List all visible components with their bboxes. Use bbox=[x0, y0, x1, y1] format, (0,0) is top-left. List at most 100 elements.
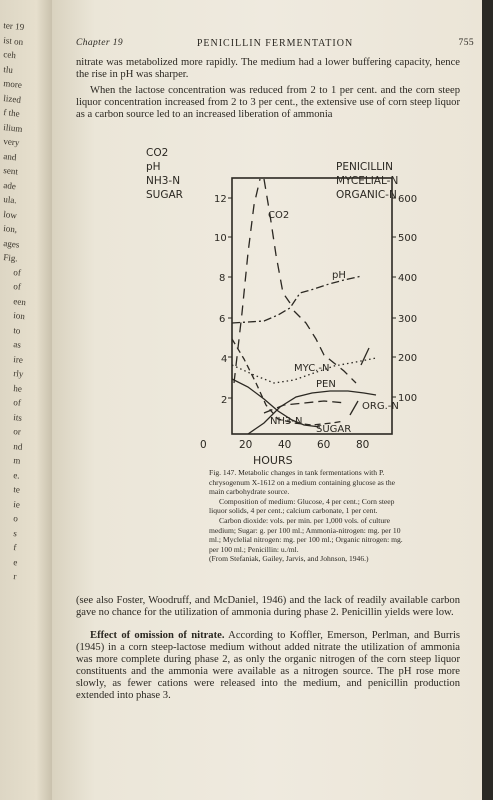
previous-page-fragment: een bbox=[12, 295, 27, 307]
previous-page-fragment: ceh bbox=[2, 49, 17, 61]
caption-composition: Composition of medium: Glucose, 4 per ce… bbox=[209, 496, 395, 516]
figure-caption: Fig. 147. Metabolic changes in tank ferm… bbox=[209, 468, 409, 564]
x-axis-ticks: 0 20 40 60 80 HOURS bbox=[200, 439, 369, 467]
right-axis-ticks: 600 500 400 300 200 100 bbox=[392, 194, 417, 404]
previous-page-fragment: o bbox=[12, 513, 19, 524]
previous-page-fragment: ion, bbox=[2, 223, 18, 235]
left-tick: 8 bbox=[219, 273, 225, 284]
pen-curve-label: PEN bbox=[316, 379, 336, 390]
paragraph-lactose: When the lactose concentration was reduc… bbox=[76, 85, 460, 120]
right-axis-legend: PENICILLIN MYCELIAL-N ORGANIC-N bbox=[336, 161, 398, 201]
caption-source: (From Stefaniak, Gailey, Jarvis, and Joh… bbox=[209, 554, 369, 564]
curve-labels: CO2 pH MYC.-N PEN ORG.-N NH3-N SUGAR bbox=[268, 210, 399, 435]
previous-page-fragment: to bbox=[12, 324, 21, 336]
paragraph-omission-of-nitrate: Effect of omission of nitrate. According… bbox=[76, 630, 460, 702]
previous-page-fragment: he bbox=[12, 382, 23, 394]
previous-page-fragment: s bbox=[12, 527, 18, 538]
previous-page-fragment: tlu bbox=[2, 63, 14, 75]
previous-page-fragment: f bbox=[12, 542, 17, 553]
previous-page-fragment: e bbox=[12, 556, 18, 567]
legend-ph: pH bbox=[146, 161, 161, 173]
previous-page-fragment: ter 19 bbox=[2, 20, 25, 33]
left-tick: 12 bbox=[214, 194, 227, 205]
running-header: Chapter 19 PENICILLIN FERMENTATION 755 bbox=[76, 38, 474, 52]
previous-page-fragment: of bbox=[12, 397, 22, 408]
mycelial-n-curve bbox=[231, 357, 377, 384]
legend-nh3: NH3-N bbox=[146, 175, 180, 187]
nh3-curve bbox=[231, 338, 345, 426]
previous-page-fragment: m bbox=[12, 455, 21, 466]
previous-page-fragment: nd bbox=[12, 440, 23, 452]
legend-organic-n: ORGANIC-N bbox=[336, 189, 397, 201]
previous-page-fragment: ion bbox=[12, 310, 26, 322]
x-tick: 20 bbox=[239, 439, 252, 451]
previous-page-fragment: lized bbox=[2, 92, 22, 105]
previous-page-fragment: ade bbox=[2, 179, 17, 191]
legend-sugar: SUGAR bbox=[146, 189, 183, 201]
previous-page-fragment: rly bbox=[12, 368, 24, 379]
section-heading: Effect of omission of nitrate. bbox=[90, 630, 225, 641]
right-tick: 600 bbox=[398, 194, 417, 205]
left-tick: 2 bbox=[221, 395, 227, 406]
caption-title: Fig. 147. Metabolic changes in tank ferm… bbox=[209, 468, 396, 497]
page-edge-shadow bbox=[482, 0, 493, 800]
sugar-curve bbox=[231, 378, 321, 428]
previous-page-fragment: its bbox=[12, 411, 23, 423]
right-tick: 100 bbox=[398, 393, 417, 404]
x-tick: 40 bbox=[278, 439, 291, 451]
co2-fall-curve bbox=[263, 178, 291, 304]
organic-n-dash bbox=[293, 310, 357, 384]
previous-page-fragment: Fig. bbox=[2, 252, 19, 264]
running-title: PENICILLIN FERMENTATION bbox=[196, 38, 354, 49]
legend-penicillin: PENICILLIN bbox=[336, 161, 393, 173]
page-number: 755 bbox=[458, 38, 474, 48]
previous-page-fragment: more bbox=[2, 78, 23, 90]
previous-page-fragment: r bbox=[12, 571, 17, 582]
previous-page-fragment: ist on bbox=[2, 34, 24, 47]
x-tick: 0 bbox=[200, 439, 207, 451]
previous-page-fragment: ilium bbox=[2, 121, 23, 134]
legend-co2: CO2 bbox=[146, 147, 168, 159]
book-page: Chapter 19 PENICILLIN FERMENTATION 755 n… bbox=[52, 0, 482, 800]
previous-page-fragment: ie bbox=[12, 498, 21, 510]
section-body: According to Koffler, Emerson, Perlman, … bbox=[76, 630, 461, 701]
previous-page-edge: ter 19 ist on ceh tlu more lized f the ilium ver… bbox=[0, 0, 52, 800]
chapter-label: Chapter 19 bbox=[76, 38, 124, 48]
x-tick: 80 bbox=[356, 439, 369, 451]
organic-n-lower-curve bbox=[263, 400, 347, 414]
x-tick: 60 bbox=[317, 439, 330, 451]
curves bbox=[231, 178, 377, 435]
previous-page-fragment: f the bbox=[2, 107, 21, 119]
previous-page-fragment: ire bbox=[12, 353, 24, 365]
org-curve-label: ORG.-N bbox=[362, 401, 399, 412]
left-tick: 6 bbox=[219, 314, 225, 325]
previous-page-fragment: low bbox=[2, 208, 18, 220]
right-tick: 300 bbox=[398, 314, 417, 325]
co2-curve-label: CO2 bbox=[268, 210, 289, 221]
previous-page-fragment: of bbox=[12, 266, 22, 278]
left-axis-ticks: 12 10 8 6 4 2 bbox=[214, 194, 232, 406]
caption-units: Carbon dioxide: vols. per min. per 1,000… bbox=[209, 515, 403, 554]
co2-rise-curve bbox=[233, 178, 261, 384]
penicillin-curve bbox=[247, 390, 377, 435]
right-tick: 500 bbox=[398, 233, 417, 244]
previous-page-fragment: very bbox=[2, 136, 20, 148]
previous-page-fragment: te bbox=[12, 484, 21, 495]
previous-page-fragment: and bbox=[2, 150, 17, 162]
myc-tick-mark bbox=[360, 347, 370, 366]
paragraph-phase2: (see also Foster, Woodruff, and McDaniel… bbox=[76, 595, 460, 618]
ph-curve bbox=[231, 275, 363, 324]
left-tick: 4 bbox=[221, 354, 227, 365]
myc-curve-label: MYC.-N bbox=[294, 363, 329, 374]
previous-page-fragment: ula. bbox=[2, 194, 18, 206]
previous-page-fragment: ages bbox=[2, 237, 20, 250]
org-tick-mark bbox=[349, 400, 359, 416]
metabolic-changes-figure: CO2 pH NH3-N SUGAR PENICILLIN MYCELIAL-N… bbox=[146, 147, 417, 467]
previous-page-fragment: of bbox=[12, 281, 22, 292]
sugar-curve-label: SUGAR bbox=[316, 424, 351, 435]
previous-page-fragment: or bbox=[12, 426, 22, 437]
plot-frame bbox=[231, 177, 393, 435]
ph-curve-label: pH bbox=[332, 270, 346, 281]
right-tick: 400 bbox=[398, 273, 417, 284]
previous-page-fragment: as bbox=[12, 339, 22, 350]
